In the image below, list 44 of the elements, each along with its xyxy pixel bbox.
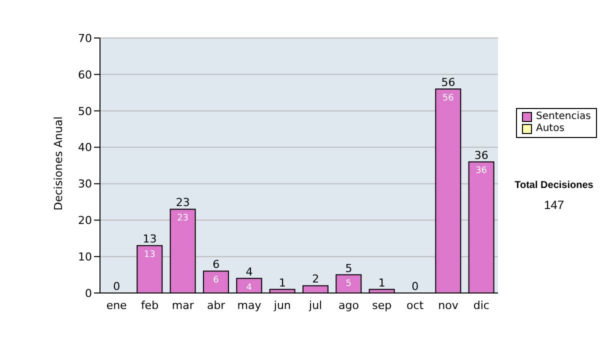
y-tick-label: 40 <box>78 141 92 154</box>
x-tick-label: may <box>237 298 262 312</box>
x-tick-label: abr <box>206 298 226 312</box>
legend-label: Autos <box>536 123 564 135</box>
total-label: 5 <box>345 262 352 275</box>
y-axis-title: Decisiones Anual <box>52 116 65 210</box>
text: Total Decisiones <box>514 180 594 191</box>
data-label: 5 <box>346 279 352 290</box>
x-tick-label: dic <box>473 298 490 312</box>
data-label: 36 <box>476 166 488 176</box>
data-label: 56 <box>442 93 454 104</box>
y-tick-label: 10 <box>78 250 92 264</box>
y-tick-label: 70 <box>78 32 92 45</box>
x-tick-label: nov <box>438 298 459 312</box>
x-tick-label: feb <box>140 298 159 312</box>
legend-label: Sentencias <box>536 111 591 123</box>
data-label: 13 <box>144 250 156 260</box>
total-label: 0 <box>113 280 120 293</box>
total-label: 6 <box>212 258 220 272</box>
y-tick-label: 30 <box>78 178 92 191</box>
x-tick-label: ene <box>106 298 128 312</box>
total-label: 1 <box>278 276 286 290</box>
total-label: 2 <box>312 272 320 286</box>
x-tick-label: ago <box>338 298 360 312</box>
total-label: 23 <box>176 196 190 210</box>
total-label: 36 <box>474 148 488 162</box>
text: 147 <box>542 198 566 212</box>
data-label: 6 <box>213 276 220 286</box>
y-tick-label: 50 <box>78 104 92 118</box>
total-label: 13 <box>142 232 157 246</box>
data-label: 23 <box>177 214 189 224</box>
y-tick-label: 20 <box>78 214 92 228</box>
data-label: 4 <box>246 282 252 293</box>
total-label: 1 <box>378 276 386 290</box>
total-label: 0 <box>412 280 419 293</box>
x-tick-label: mar <box>172 298 194 312</box>
x-tick-label: oct <box>406 298 424 312</box>
y-tick-label: 60 <box>78 68 92 82</box>
total-label: 56 <box>441 76 456 89</box>
x-tick-label: jul <box>308 298 322 312</box>
x-tick-label: sep <box>372 298 392 312</box>
x-tick-label: jun <box>272 298 291 312</box>
total-label: 4 <box>246 265 253 278</box>
y-tick-label: 0 <box>85 286 92 300</box>
